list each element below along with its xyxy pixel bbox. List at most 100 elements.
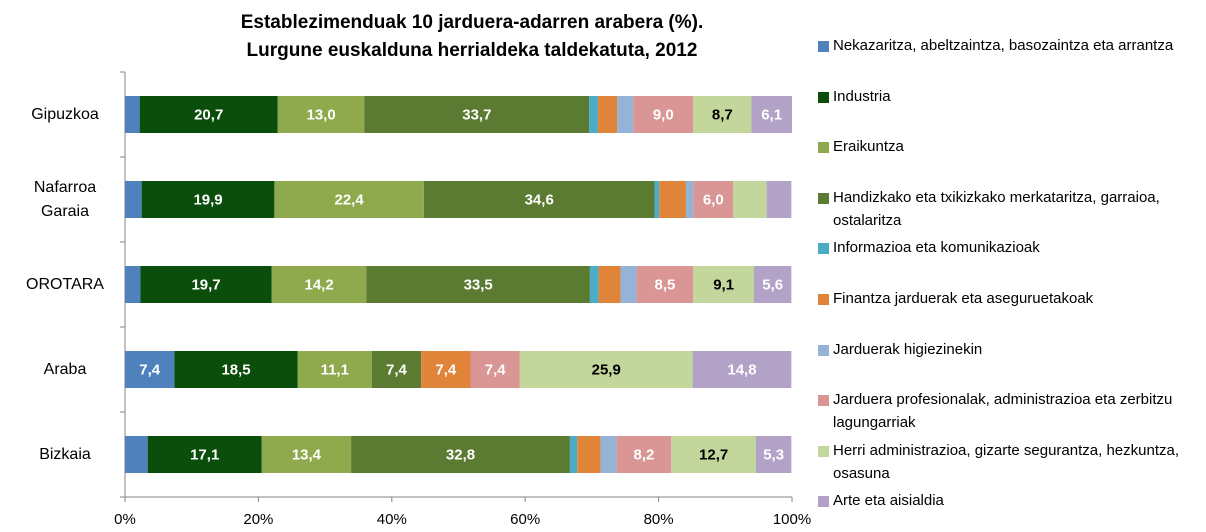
bar-segment [597, 96, 618, 133]
bar-segment [297, 351, 372, 388]
data-label: 19,9 [193, 191, 222, 208]
bar-segment [277, 96, 365, 133]
legend-label: Jarduera profesionalak, administrazioa e… [833, 391, 1173, 432]
data-label: 33,5 [464, 276, 493, 293]
data-label: 22,4 [335, 191, 365, 208]
bar-segment [140, 266, 272, 303]
y-tick-label: Araba [43, 360, 87, 378]
x-tick-label: 100% [773, 511, 811, 528]
legend-item: Informazioa eta komunikazioak [818, 238, 1198, 289]
bar-segment [577, 436, 601, 473]
bar-segment [271, 266, 367, 303]
legend-label: Nekazaritza, abeltzaintza, basozaintza e… [833, 37, 1174, 54]
legend-label: Arte eta aisialdia [833, 492, 944, 510]
x-tick-label: 60% [510, 511, 540, 528]
legend-label: Herri administrazioa, gizarte segurantza… [833, 441, 1179, 482]
bar-segment [589, 266, 599, 303]
data-label: 8,2 [633, 446, 654, 463]
data-label: 33,7 [462, 106, 491, 123]
legend-item: Nekazaritza, abeltzaintza, basozaintza e… [818, 36, 1198, 87]
bar-segment [753, 266, 792, 303]
bar-segment [125, 181, 142, 218]
bar-segment [423, 181, 655, 218]
y-tick-label: Gipuzkoa [31, 105, 99, 123]
legend-label: Handizkako eta txikizkako merkataritza, … [833, 188, 1160, 229]
legend-item: Herri administrazioa, gizarte segurantza… [818, 441, 1198, 492]
legend-swatch [818, 445, 829, 457]
data-label: 5,3 [763, 446, 784, 463]
bar-segment [633, 96, 694, 133]
data-label: 32,8 [446, 446, 475, 463]
legend-label: Finantza jarduerak eta aseguruetakoak [833, 290, 1094, 307]
bar-segment [364, 96, 590, 133]
legend-swatch [818, 294, 829, 305]
bar-segment [519, 351, 693, 388]
bar-segment [671, 436, 756, 473]
bar-segment [421, 351, 471, 388]
bar-segment [598, 266, 621, 303]
legend-label: Industria [833, 87, 891, 105]
bar-segment [755, 436, 792, 473]
y-tick-label: OROTARA [26, 275, 104, 293]
bar-segment [589, 96, 598, 133]
legend-item: Handizkako eta txikizkako merkataritza, … [818, 188, 1198, 239]
legend-label: Jarduerak higiezinekin [833, 340, 983, 358]
data-label: 8,5 [655, 276, 676, 293]
bar-segment [147, 436, 262, 473]
bar-segment [125, 266, 141, 303]
bar-segment [274, 181, 424, 218]
data-label: 7,4 [386, 361, 408, 378]
data-label: 14,2 [304, 276, 333, 293]
bar-segment [261, 436, 352, 473]
bar-segment [636, 266, 694, 303]
bar-segment [470, 351, 520, 388]
legend-swatch [818, 41, 829, 52]
bar-segment [351, 436, 570, 473]
data-label: 8,7 [712, 106, 733, 123]
data-label: 25,9 [592, 361, 621, 378]
bar-segment [620, 266, 637, 303]
data-label: 13,0 [306, 106, 335, 123]
bar-segment [141, 181, 275, 218]
bar-segment [733, 181, 767, 218]
data-label: 6,1 [761, 106, 782, 123]
data-label: 14,8 [727, 361, 756, 378]
legend-item: Jarduera profesionalak, administrazioa e… [818, 390, 1198, 441]
data-label: 19,7 [191, 276, 220, 293]
x-tick-label: 0% [114, 511, 136, 528]
bar-segment [766, 181, 792, 218]
data-label: 20,7 [194, 106, 223, 123]
data-label: 7,4 [485, 361, 507, 378]
legend-swatch [818, 142, 829, 154]
x-tick-label: 40% [377, 511, 407, 528]
bar-segment [659, 181, 686, 218]
data-label: 5,6 [762, 276, 783, 293]
legend-label: Informazioa eta komunikazioak [833, 239, 1040, 257]
legend-item: Finantza jarduerak eta aseguruetakoak [818, 289, 1198, 340]
x-tick-label: 80% [644, 511, 674, 528]
bar-segment [125, 96, 140, 133]
data-label: 13,4 [292, 446, 322, 463]
data-label: 7,4 [435, 361, 457, 378]
data-label: 11,1 [321, 361, 349, 378]
data-label: 34,6 [525, 191, 554, 208]
bar-segment [685, 181, 694, 218]
legend-item: Industria [818, 87, 1198, 138]
legend-item: Eraikuntza [818, 137, 1198, 188]
legend-swatch [818, 243, 829, 255]
data-label: 17,1 [190, 446, 219, 463]
bar-segment [654, 181, 660, 218]
legend-label: Eraikuntza [833, 138, 904, 156]
bar-segment [693, 181, 734, 218]
legend-swatch [818, 192, 829, 204]
data-label: 12,7 [699, 446, 728, 463]
chart-title: Lurgune euskalduna herrialdeka taldekatu… [247, 40, 698, 61]
legend-item: Arte eta aisialdia [818, 491, 1198, 532]
data-label: 9,0 [653, 106, 674, 123]
bar-segment [174, 351, 298, 388]
chart-title: Establezimenduak 10 jarduera-adarren ara… [241, 12, 704, 33]
data-label: 6,0 [703, 191, 724, 208]
bar-segment [693, 266, 754, 303]
legend-swatch [818, 91, 829, 103]
